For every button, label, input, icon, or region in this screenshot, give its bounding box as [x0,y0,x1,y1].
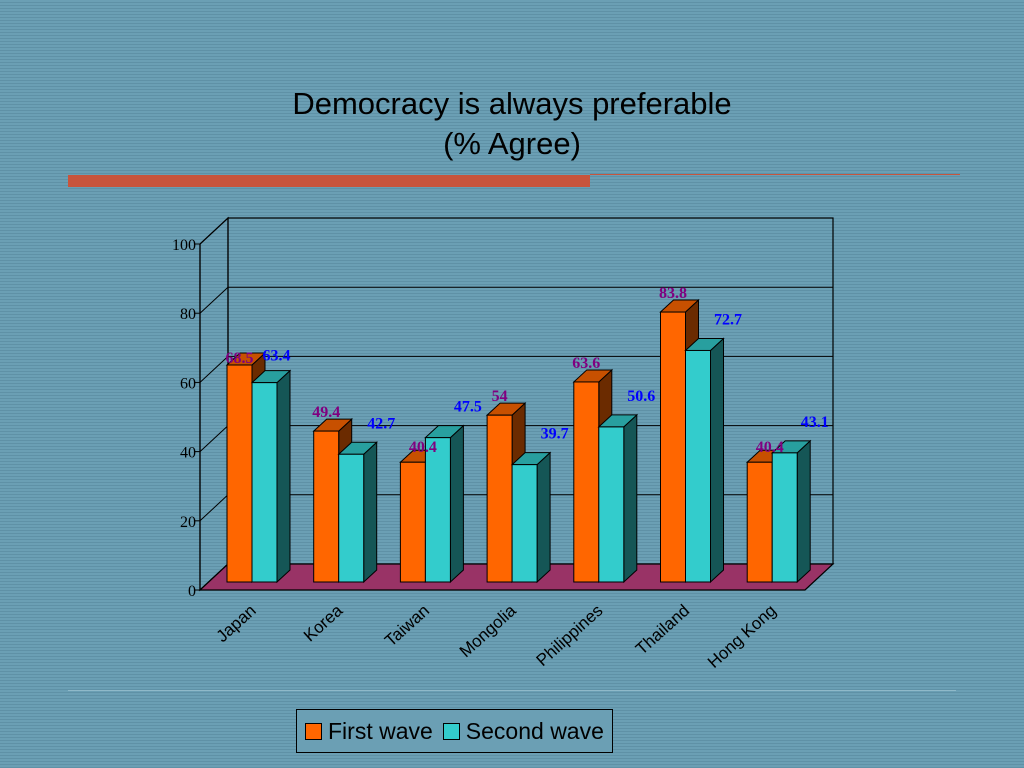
title-accent-rule [590,174,960,175]
data-label-taiwan-first-wave: 40.4 [409,439,437,456]
data-label-philippines-first-wave: 63.6 [572,355,600,372]
data-label-korea-first-wave: 49.4 [312,404,340,421]
bar-front [573,381,600,583]
bar-thailand-second-wave [684,337,725,584]
y-tick-label: 100 [172,237,196,254]
bar-front [226,364,253,583]
bar-chart: 0 20 40 60 80 100 68.5 63.4 49.4 42.7 40.4 47.5 54 3… [172,216,835,672]
category-labels: Japan Korea Taiwan Mongolia Philippines Thail… [213,600,780,671]
y-axis-ticks: 0 20 40 60 80 100 [172,237,200,600]
category-label-hong-kong: Hong Kong [704,601,780,672]
category-label-philippines: Philippines [533,601,607,670]
data-label-japan-second-wave: 63.4 [263,348,291,365]
bar-front [486,414,513,583]
bar-side [449,424,464,584]
bar-front [251,382,278,583]
legend-swatch-second-wave [442,722,460,740]
data-label-hong-kong-first-wave: 40.4 [756,439,784,456]
data-label-korea-second-wave: 42.7 [367,415,395,432]
chart-subtitle-line: (% Agree) [443,126,581,161]
y-tick-label: 0 [188,583,196,600]
side-wall [199,216,229,592]
category-label-japan: Japan [213,601,260,646]
legend: First wave Second wave [296,709,613,753]
category-label-taiwan: Taiwan [381,601,433,651]
bar-hong-kong-second-wave [770,439,812,584]
bar-front [598,426,625,583]
bar-korea-second-wave [337,441,378,584]
bar-front [338,453,365,583]
data-label-hong-kong-second-wave: 43.1 [801,414,829,431]
bar-philippines-second-wave [597,413,639,584]
data-label-mongolia-first-wave: 54 [492,388,508,405]
y-tick-label: 20 [180,514,196,531]
bar-front [685,349,711,583]
y-tick-label: 60 [180,375,196,392]
bar-side [710,337,724,584]
data-label-japan-first-wave: 68.5 [226,350,254,367]
bar-japan-second-wave [250,369,292,584]
data-label-thailand-second-wave: 72.7 [714,311,742,328]
data-label-thailand-first-wave: 83.8 [659,285,687,302]
category-label-thailand: Thailand [632,601,693,659]
title-accent-bar [68,175,590,187]
side-gridline [199,286,229,314]
data-label-taiwan-second-wave: 47.5 [454,399,482,416]
bar-taiwan-second-wave [424,424,465,584]
side-gridline [199,356,229,383]
data-labels: 68.5 63.4 49.4 42.7 40.4 47.5 54 39.7 63.6 50.6 83… [226,285,829,456]
bar-side [796,439,811,584]
legend-swatch-first-wave [305,722,322,740]
category-label-mongolia: Mongolia [456,600,520,661]
legend-label-first-wave: First wave [328,717,433,744]
bar-side [276,369,291,584]
bar-front [771,452,798,583]
y-tick-label: 80 [180,306,196,323]
y-tick-label: 40 [180,445,196,462]
legend-item-second-wave: Second wave [442,717,604,745]
data-label-mongolia-second-wave: 39.7 [541,426,569,443]
bar-front [511,464,538,583]
chart-title-line: Democracy is always preferable [292,86,732,121]
bar-front [424,437,451,583]
bar-front [746,461,773,583]
side-gridline [199,494,229,522]
bar-mongolia-second-wave [510,451,552,584]
bar-side [623,413,638,584]
legend-label-second-wave: Second wave [465,717,604,744]
bar-front [313,430,340,583]
bar-side [363,441,378,584]
bar-series [225,298,812,584]
category-label-korea: Korea [300,600,347,645]
chart-title: Democracy is always preferable (% Agree) [0,84,1024,164]
footer-rule [68,690,956,691]
bar-front [399,461,426,583]
bar-side [536,451,551,584]
side-gridline [199,425,229,452]
legend-item-first-wave: First wave [305,718,433,745]
bar-front [660,311,686,583]
data-label-philippines-second-wave: 50.6 [627,388,655,405]
